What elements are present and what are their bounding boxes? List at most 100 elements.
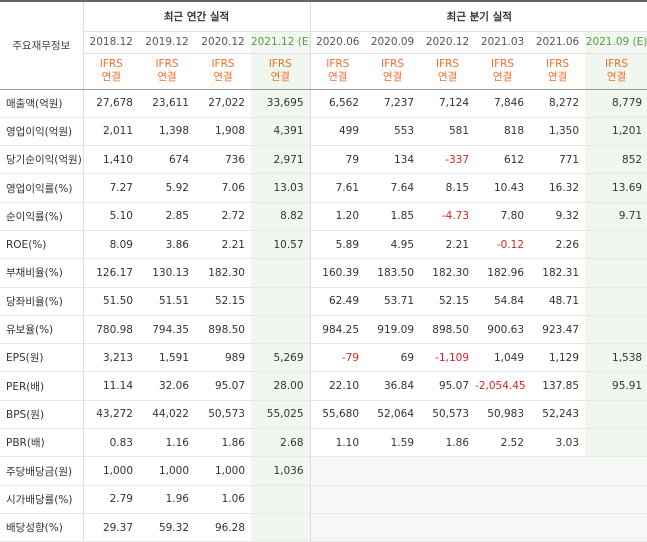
ifrs-badge: IFRS 연결 (475, 53, 531, 90)
value-cell: 59.32 (139, 513, 195, 542)
value-cell: 48.71 (530, 287, 586, 316)
value-cell: 771 (530, 145, 586, 175)
value-cell: 137.85 (530, 371, 586, 401)
value-cell (251, 513, 311, 542)
consolidated-label: 연결 (213, 71, 233, 83)
value-cell: 10.57 (251, 230, 311, 260)
consolidated-label: 연결 (492, 71, 513, 83)
value-cell: 852 (585, 145, 647, 175)
value-cell: 33,695 (251, 89, 311, 118)
row-label: 영업이익(억원) (0, 117, 84, 147)
value-cell: 9.32 (530, 202, 586, 231)
value-cell: -337 (420, 145, 476, 175)
value-cell (420, 456, 476, 486)
value-cell: 44,022 (139, 400, 195, 430)
table-row: 영업이익(억원) 2,011 1,398 1,908 4,391 499 553 581 818… (0, 117, 647, 147)
value-cell: 95.07 (420, 371, 476, 401)
value-cell: 3.03 (530, 428, 586, 458)
period-label: 2021.12 (251, 36, 295, 48)
value-cell: 7,846 (475, 89, 531, 118)
value-cell: 1,398 (139, 117, 195, 147)
value-cell: -79 (310, 343, 366, 373)
value-cell: 581 (420, 117, 476, 147)
value-cell: 818 (475, 117, 531, 147)
value-cell: 923.47 (530, 315, 586, 345)
row-label: PER(배) (0, 371, 84, 401)
row-label: 영업이익률(%) (0, 173, 84, 203)
row-label: ROE(%) (0, 230, 84, 260)
value-cell: 27,022 (195, 89, 251, 118)
value-cell: -4.73 (420, 202, 476, 231)
consolidated-label: 연결 (606, 71, 627, 83)
value-cell: 55,025 (251, 400, 311, 430)
value-cell: 22.10 (310, 371, 366, 401)
consolidated-label: 연결 (382, 71, 403, 83)
value-cell: 126.17 (83, 258, 139, 288)
table-row: ROE(%) 8.09 3.86 2.21 10.57 5.89 4.95 2.21 -0.12… (0, 230, 647, 260)
value-cell: 36.84 (365, 371, 421, 401)
value-cell: 2.72 (195, 202, 251, 231)
value-cell: 1.86 (420, 428, 476, 458)
value-cell: 95.07 (195, 371, 251, 401)
value-cell: 1,410 (83, 145, 139, 175)
value-cell: 2,971 (251, 145, 311, 175)
value-cell: 1.06 (195, 485, 251, 514)
value-cell: 182.30 (420, 258, 476, 288)
value-cell: 919.09 (365, 315, 421, 345)
value-cell: 11.14 (83, 371, 139, 401)
value-cell: 54.84 (475, 287, 531, 316)
value-cell: 984.25 (310, 315, 366, 345)
value-cell: 7.06 (195, 173, 251, 203)
table-row: 매출액(억원) 27,678 23,611 27,022 33,695 6,562 7,23… (0, 89, 647, 118)
value-cell: 7.27 (83, 173, 139, 203)
ifrs-label: IFRS (326, 58, 350, 70)
value-cell: 27,678 (83, 89, 139, 118)
value-cell: 612 (475, 145, 531, 175)
table-row: 시가배당률(%) 2.79 1.96 1.06 (0, 485, 647, 514)
value-cell (475, 485, 531, 514)
table-row: BPS(원) 43,272 44,022 50,573 55,025 55,680 52,0… (0, 400, 647, 430)
ifrs-label: IFRS (268, 58, 292, 70)
row-label: 당기순이익(억원) (0, 145, 84, 175)
value-cell (251, 485, 311, 514)
consolidated-label: 연결 (547, 71, 568, 83)
value-cell: 794.35 (139, 315, 195, 345)
value-cell: 1,201 (585, 117, 647, 147)
ifrs-label: IFRS (99, 58, 123, 70)
consolidated-label: 연결 (101, 71, 121, 83)
value-cell: 52.15 (195, 287, 251, 316)
row-label: 배당성향(%) (0, 513, 84, 542)
ifrs-badge: IFRS 연결 (530, 53, 586, 90)
period-header: 2019.12 (139, 31, 195, 54)
table-row: PBR(배) 0.83 1.16 1.86 2.68 1.10 1.59 1.86 2.52 3.… (0, 428, 647, 458)
value-cell: 1.10 (310, 428, 366, 458)
value-cell (585, 258, 647, 288)
value-cell: 8.09 (83, 230, 139, 260)
value-cell: 1,350 (530, 117, 586, 147)
table-row: 배당성향(%) 29.37 59.32 96.28 (0, 513, 647, 542)
value-cell: 900.63 (475, 315, 531, 345)
value-cell: 182.30 (195, 258, 251, 288)
value-cell (585, 513, 647, 542)
ifrs-label: IFRS (545, 58, 570, 70)
ifrs-badge: IFRS 연결 (420, 53, 476, 90)
value-cell: 7.64 (365, 173, 421, 203)
value-cell: 2.21 (195, 230, 251, 260)
value-cell (251, 287, 311, 316)
value-cell (365, 456, 421, 486)
value-cell (420, 485, 476, 514)
value-cell (310, 485, 366, 514)
value-cell: 1,036 (251, 456, 311, 486)
value-cell: 780.98 (83, 315, 139, 345)
value-cell: 3,213 (83, 343, 139, 373)
value-cell: 182.96 (475, 258, 531, 288)
value-cell: 7,237 (365, 89, 421, 118)
ifrs-label: IFRS (211, 58, 235, 70)
row-label: 주당배당금(원) (0, 456, 84, 486)
ifrs-badge: IFRS 연결 (83, 53, 139, 90)
value-cell: 5.10 (83, 202, 139, 231)
period-label: 2019.12 (145, 36, 189, 48)
period-header: 2021.06 (530, 31, 586, 54)
value-cell: -1,109 (420, 343, 476, 373)
table-row: EPS(원) 3,213 1,591 989 5,269 -79 69 -1,109 1,049… (0, 343, 647, 373)
